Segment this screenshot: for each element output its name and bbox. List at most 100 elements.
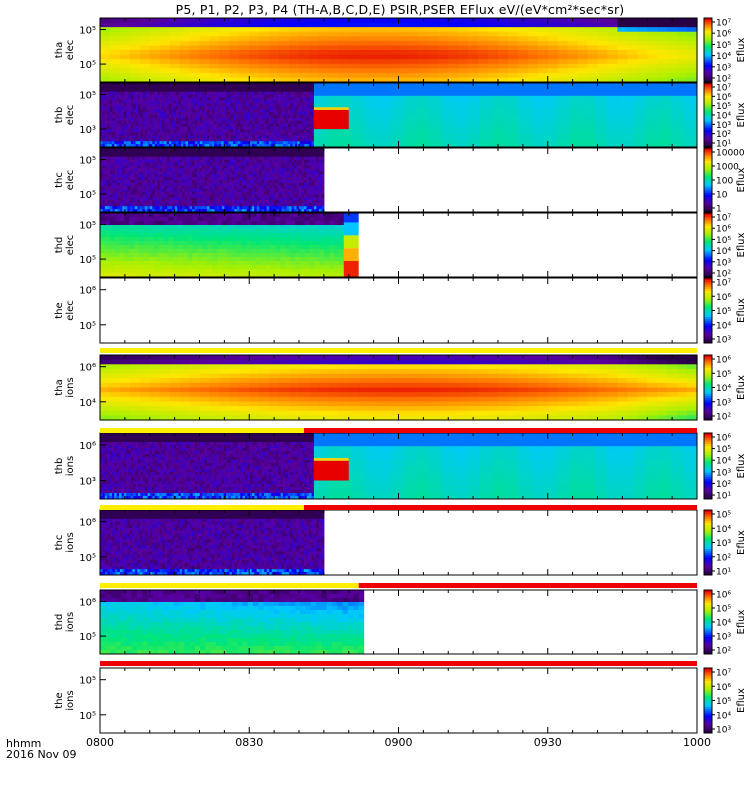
heatmap-cell bbox=[251, 180, 255, 184]
heatmap-cell bbox=[190, 109, 194, 113]
heatmap-cell bbox=[189, 18, 201, 24]
heatmap-cell bbox=[289, 36, 300, 42]
heatmap-cell bbox=[259, 59, 270, 65]
heatmap-cell bbox=[147, 209, 151, 213]
heatmap-cell bbox=[100, 40, 111, 47]
heatmap-cell bbox=[199, 85, 203, 90]
heatmap-cell bbox=[358, 77, 370, 83]
heatmap-cell bbox=[159, 123, 163, 128]
heatmap-cell bbox=[582, 102, 596, 110]
heatmap-cell bbox=[162, 171, 166, 175]
heatmap-cell bbox=[168, 120, 172, 125]
heatmap-cell bbox=[677, 36, 688, 42]
heatmap-cell bbox=[259, 120, 263, 125]
heatmap-cell bbox=[104, 144, 108, 148]
heatmap-cell bbox=[164, 144, 168, 148]
heatmap-cell bbox=[339, 95, 353, 103]
heatmap-cell bbox=[169, 150, 173, 155]
colorbar-swatch bbox=[704, 41, 712, 45]
heatmap-cell bbox=[234, 171, 238, 175]
heatmap-cell bbox=[214, 106, 217, 110]
heatmap-cell bbox=[302, 106, 305, 110]
heatmap-cell bbox=[687, 45, 698, 51]
heatmap-cell bbox=[206, 206, 210, 210]
heatmap-cell bbox=[278, 85, 282, 90]
heatmap-cell bbox=[157, 103, 160, 107]
heatmap-cell bbox=[109, 159, 113, 164]
heatmap-cell bbox=[226, 162, 230, 166]
heatmap-cell bbox=[149, 45, 161, 51]
heatmap-cell bbox=[249, 85, 253, 90]
heatmap-cell bbox=[597, 50, 609, 56]
heatmap-cell bbox=[114, 171, 118, 175]
heatmap-cell bbox=[242, 126, 246, 131]
heatmap-cell bbox=[264, 132, 267, 136]
heatmap-cell bbox=[119, 153, 123, 158]
heatmap-cell bbox=[289, 72, 300, 79]
heatmap-cell bbox=[358, 31, 370, 37]
heatmap-cell bbox=[177, 165, 181, 169]
heatmap-cell bbox=[184, 174, 188, 178]
heatmap-cell bbox=[231, 156, 235, 161]
heatmap-cell bbox=[297, 94, 301, 99]
heatmap-cell bbox=[289, 59, 300, 65]
heatmap-cell bbox=[264, 177, 268, 181]
heatmap-cell bbox=[236, 197, 240, 201]
heatmap-cell bbox=[145, 123, 149, 128]
heatmap-cell bbox=[214, 126, 217, 131]
heatmap-cell bbox=[149, 185, 153, 190]
heatmap-cell bbox=[114, 162, 118, 166]
heatmap-cell bbox=[279, 50, 290, 56]
heatmap-cell bbox=[671, 89, 685, 97]
heatmap-cell bbox=[292, 115, 296, 119]
heatmap-cell bbox=[264, 106, 267, 110]
heatmap-cell bbox=[241, 153, 245, 158]
heatmap-cell bbox=[309, 106, 313, 110]
heatmap-cell bbox=[281, 197, 285, 201]
heatmap-cell bbox=[279, 63, 290, 69]
heatmap-cell bbox=[268, 88, 272, 93]
heatmap-cell bbox=[302, 91, 305, 96]
heatmap-cell bbox=[306, 106, 310, 110]
heatmap-cell bbox=[164, 191, 168, 196]
heatmap-cell bbox=[244, 83, 248, 87]
heatmap-cell bbox=[123, 141, 127, 145]
heatmap-cell bbox=[229, 77, 240, 83]
heatmap-cell bbox=[478, 72, 489, 79]
heatmap-cell bbox=[185, 123, 189, 128]
heatmap-cell bbox=[308, 72, 320, 79]
heatmap-cell bbox=[241, 200, 245, 204]
heatmap-cell bbox=[241, 174, 245, 178]
heatmap-cell bbox=[224, 174, 228, 178]
heatmap-cell bbox=[378, 22, 390, 28]
heatmap-cell bbox=[231, 177, 235, 181]
heatmap-cell bbox=[235, 138, 239, 142]
heatmap-cell bbox=[309, 141, 313, 145]
heatmap-cell bbox=[637, 68, 648, 74]
heatmap-cell bbox=[279, 77, 290, 83]
heatmap-cell bbox=[284, 203, 288, 207]
heatmap-cell bbox=[488, 77, 499, 83]
heatmap-cell bbox=[339, 140, 353, 148]
heatmap-cell bbox=[184, 206, 188, 210]
heatmap-cell bbox=[119, 159, 123, 164]
heatmap-cell bbox=[159, 36, 171, 42]
heatmap-cell bbox=[214, 83, 217, 87]
heatmap-cell bbox=[308, 59, 320, 65]
heatmap-cell bbox=[309, 135, 313, 139]
heatmap-cell bbox=[358, 54, 370, 60]
heatmap-cell bbox=[204, 159, 208, 164]
heatmap-cell bbox=[152, 168, 156, 172]
heatmap-cell bbox=[418, 68, 429, 74]
heatmap-cell bbox=[161, 97, 165, 101]
heatmap-cell bbox=[159, 148, 163, 152]
heatmap-cell bbox=[259, 165, 263, 169]
heatmap-cell bbox=[140, 132, 144, 136]
heatmap-cell bbox=[147, 162, 151, 166]
heatmap-cell bbox=[224, 168, 228, 172]
heatmap-cell bbox=[159, 177, 163, 181]
heatmap-cell bbox=[271, 83, 275, 87]
heatmap-cell bbox=[284, 206, 288, 210]
heatmap-cell bbox=[235, 115, 239, 119]
heatmap-cell bbox=[201, 197, 205, 201]
